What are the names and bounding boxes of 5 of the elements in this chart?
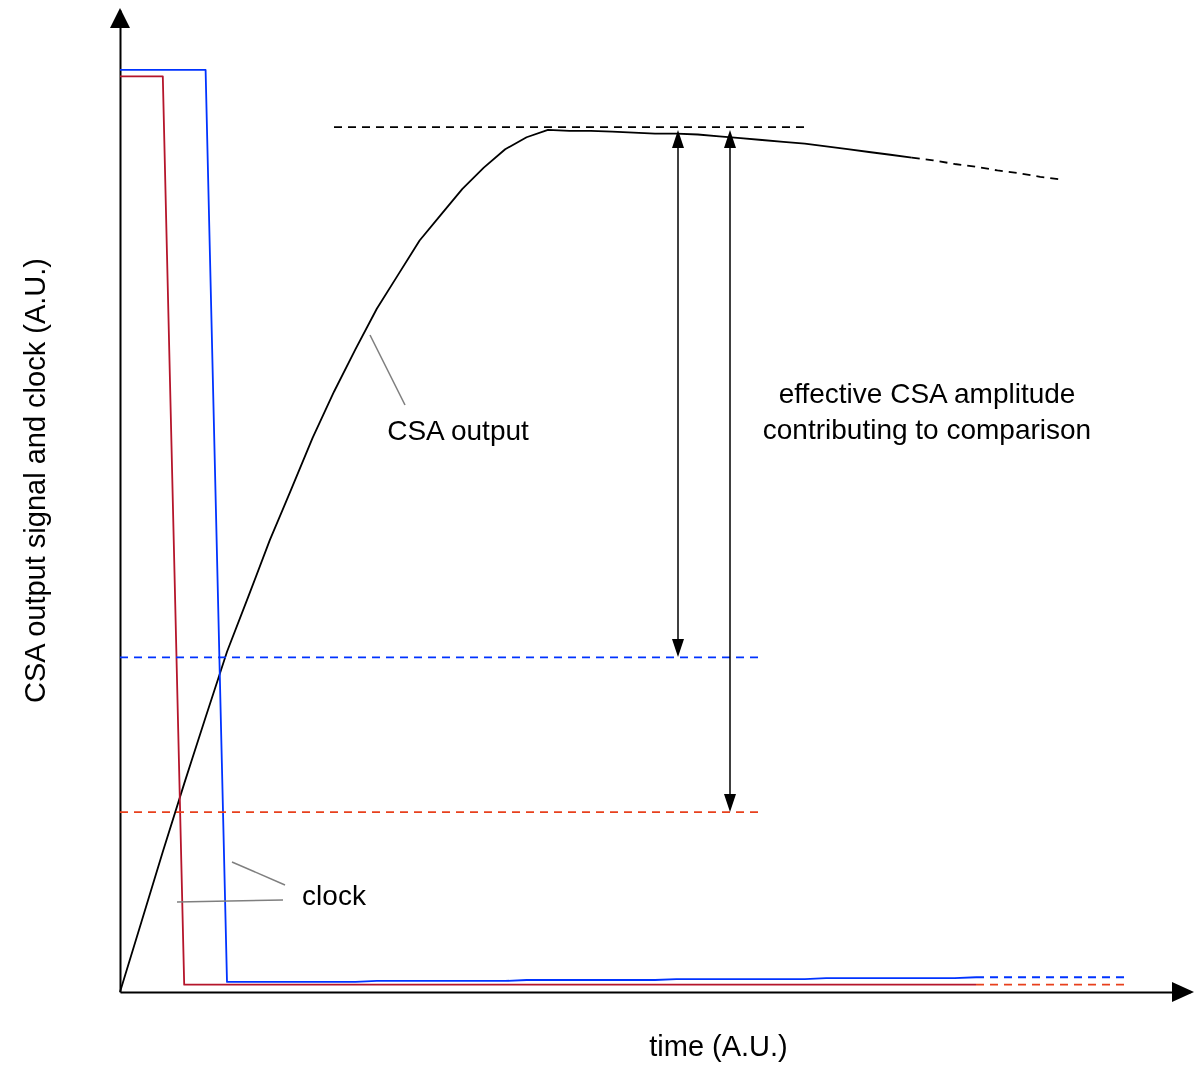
annotation: effective CSA amplitude contributing to comparison bbox=[762, 378, 1092, 445]
annotation: CSA output bbox=[387, 415, 530, 446]
y-axis-title: CSA output signal and clock (A.U.) bbox=[18, 258, 51, 703]
x-axis-title: time (A.U.) bbox=[649, 1029, 788, 1062]
annotation: clock bbox=[302, 880, 367, 911]
